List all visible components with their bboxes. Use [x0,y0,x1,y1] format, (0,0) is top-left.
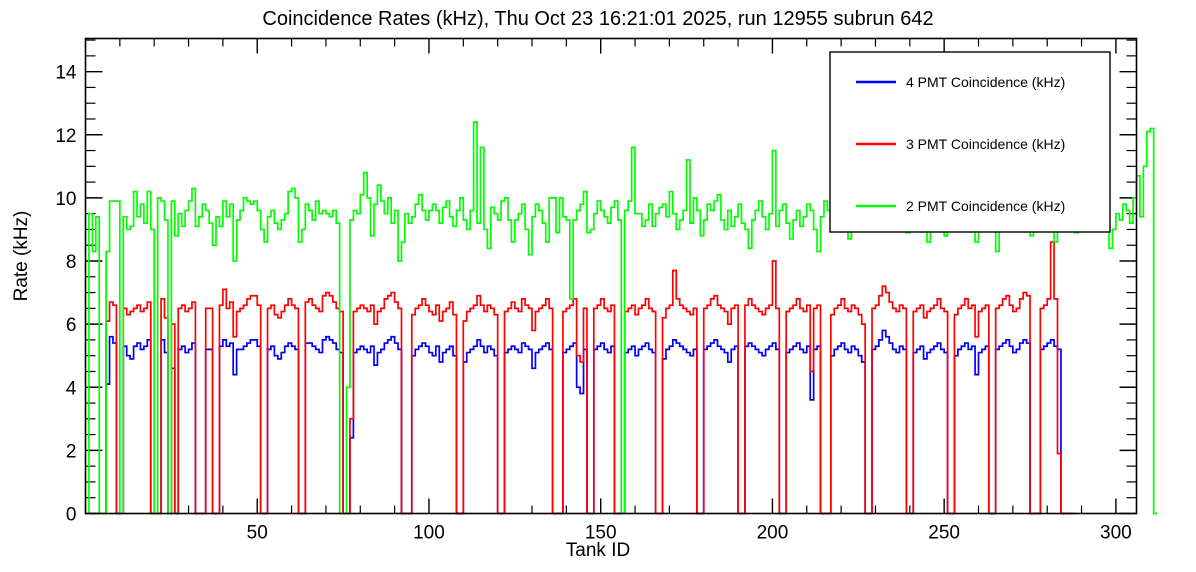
x-tick-label: 100 [413,523,445,544]
x-tick-label: 250 [928,523,960,544]
x-tick-label: 300 [1100,523,1132,544]
y-tick-label: 0 [66,505,77,526]
page-title: Coincidence Rates (kHz), Thu Oct 23 16:2… [262,8,934,30]
y-tick-label: 4 [66,378,77,399]
histogram-trace-2 [88,241,1075,515]
y-tick-label: 12 [55,126,76,147]
y-tick-label: 6 [66,315,77,336]
y-tick-label: 10 [55,189,76,210]
legend-label: 2 PMT Coincidence (kHz) [906,198,1065,214]
plot-frame [84,37,1138,515]
legend-label: 4 PMT Coincidence (kHz) [906,74,1065,90]
y-tick-label: 2 [66,441,77,462]
y-tick-label: 8 [66,252,77,273]
x-axis-label: Tank ID [565,540,631,561]
legend-label: 3 PMT Coincidence (kHz) [906,136,1065,152]
axis-tick-labels: 0 2 4 6 8 10 12 14 50 100 150 200 250 300 [55,63,1131,544]
x-tick-label: 150 [585,523,617,544]
histogram-trace-1 [88,329,1075,515]
chart-legend: 4 PMT Coincidence (kHz) 3 PMT Coincidence… [829,51,1111,233]
x-tick-label: 200 [757,523,789,544]
x-tick-label: 50 [247,523,268,544]
y-tick-label: 14 [55,63,77,84]
